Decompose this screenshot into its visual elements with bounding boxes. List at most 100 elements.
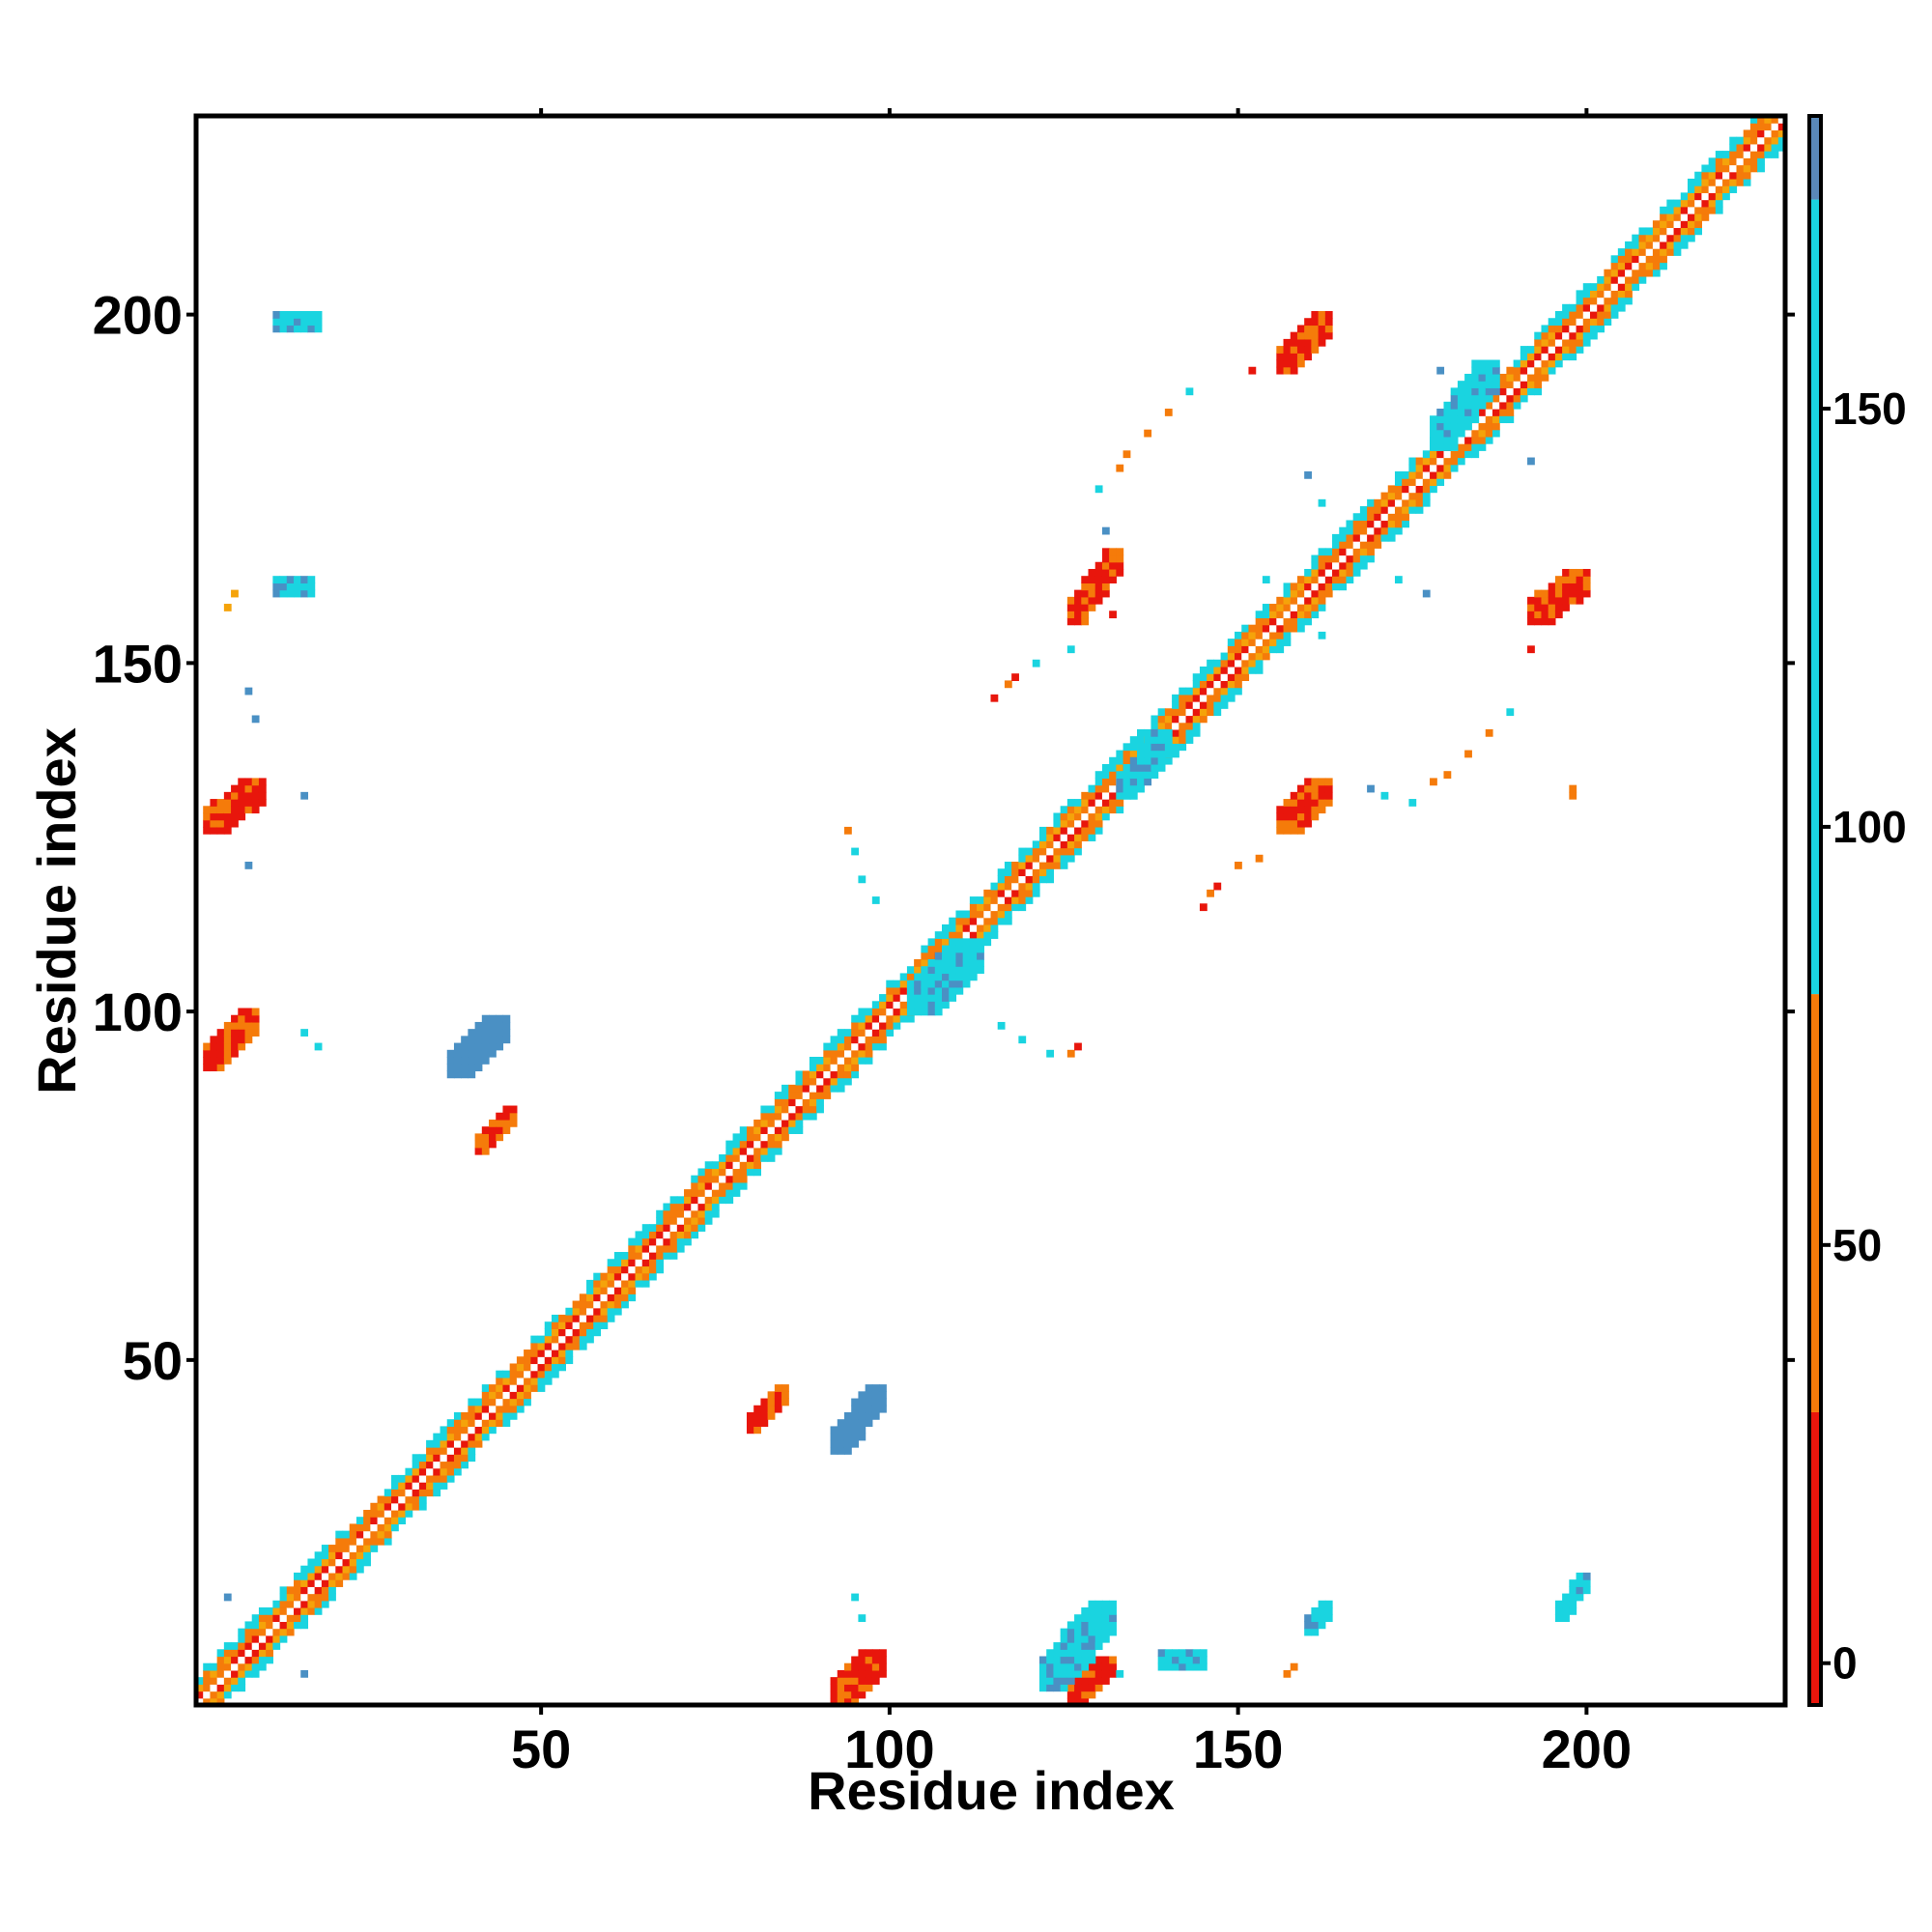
diagonal-band-cell bbox=[314, 1593, 323, 1602]
diagonal-band-cell bbox=[489, 1391, 497, 1400]
contact-cell bbox=[1290, 812, 1298, 821]
contact-cell bbox=[1116, 554, 1124, 563]
diagonal-band-cell bbox=[899, 1008, 908, 1016]
diagonal-cell bbox=[1415, 478, 1424, 486]
contact-cell bbox=[286, 576, 295, 583]
contact-cell bbox=[851, 1439, 860, 1448]
diagonal-band-cell bbox=[1199, 687, 1208, 696]
contact-cell bbox=[879, 1649, 887, 1658]
diagonal-band-cell bbox=[461, 1411, 469, 1420]
diagonal-band-cell bbox=[691, 1196, 699, 1205]
diagonal-band-cell bbox=[767, 1105, 776, 1114]
diagonal-cell bbox=[1094, 799, 1103, 807]
contact-cell bbox=[969, 952, 978, 960]
diagonal-band-cell bbox=[544, 1335, 553, 1344]
contact-cell bbox=[1450, 422, 1459, 431]
diagonal-band-cell bbox=[398, 1502, 407, 1511]
diagonal-band-cell bbox=[1597, 325, 1605, 333]
diagonal-band-cell bbox=[663, 1244, 671, 1253]
contact-cell bbox=[962, 973, 971, 981]
contact-cell bbox=[231, 806, 239, 814]
contact-cell bbox=[210, 812, 218, 821]
diagonal-band-cell bbox=[1513, 359, 1521, 368]
diagonal-band-cell bbox=[1116, 756, 1124, 765]
contact-cell bbox=[1151, 743, 1159, 752]
contact-cell bbox=[251, 784, 260, 793]
contact-cell bbox=[774, 1398, 782, 1406]
contact-point bbox=[1283, 1669, 1292, 1678]
diagonal-cell bbox=[739, 1154, 748, 1162]
contact-cell bbox=[1179, 1662, 1187, 1671]
contact-cell bbox=[1101, 1677, 1110, 1685]
diagonal-cell bbox=[1722, 171, 1730, 180]
contact-cell bbox=[753, 1426, 761, 1435]
diagonal-cell bbox=[1430, 464, 1437, 472]
diagonal-band-cell bbox=[969, 903, 978, 912]
diagonal-band-cell bbox=[551, 1335, 559, 1344]
diagonal-cell bbox=[481, 1411, 490, 1420]
contact-cell bbox=[489, 1036, 497, 1044]
diagonal-cell bbox=[216, 1677, 225, 1685]
diagonal-cell bbox=[1352, 541, 1361, 549]
contact-cell bbox=[1311, 812, 1320, 821]
diagonal-band-cell bbox=[321, 1551, 329, 1560]
contact-cell bbox=[843, 1447, 852, 1455]
diagonal-cell bbox=[648, 1244, 657, 1253]
diagonal-band-cell bbox=[481, 1433, 490, 1441]
contact-point bbox=[1527, 645, 1535, 654]
diagonal-band-cell bbox=[1324, 589, 1333, 598]
contact-cell bbox=[949, 994, 957, 1002]
diagonal-band-cell bbox=[1185, 694, 1194, 702]
diagonal-band-cell bbox=[732, 1147, 741, 1155]
diagonal-band-cell bbox=[871, 1001, 880, 1009]
contact-cell bbox=[496, 1126, 504, 1134]
contact-cell bbox=[238, 791, 246, 800]
diagonal-band-cell bbox=[294, 1572, 301, 1580]
diagonal-cell bbox=[405, 1489, 413, 1497]
contact-cell bbox=[1066, 1690, 1075, 1699]
diagonal-band-cell bbox=[1039, 826, 1047, 835]
diagonal-band-cell bbox=[238, 1669, 246, 1678]
diagonal-band-cell bbox=[300, 1572, 309, 1580]
contact-cell bbox=[1199, 1649, 1208, 1658]
contact-cell bbox=[509, 1105, 518, 1114]
diagonal-band-cell bbox=[990, 889, 999, 897]
diagonal-band-cell bbox=[1478, 443, 1487, 451]
diagonal-cell bbox=[453, 1439, 462, 1448]
diagonal-band-cell bbox=[530, 1335, 539, 1344]
diagonal-band-cell bbox=[1478, 429, 1487, 438]
contact-cell bbox=[1172, 1656, 1179, 1664]
diagonal-cell bbox=[704, 1189, 713, 1197]
diagonal-band-cell bbox=[307, 1579, 316, 1587]
diagonal-band-cell bbox=[1235, 631, 1242, 639]
diagonal-band-cell bbox=[1576, 325, 1584, 333]
diagonal-band-cell bbox=[446, 1467, 455, 1476]
contact-cell bbox=[1283, 338, 1292, 347]
contact-cell bbox=[1185, 1662, 1194, 1671]
diagonal-band-cell bbox=[816, 1070, 824, 1079]
diagonal-band-cell bbox=[1025, 896, 1034, 904]
contact-cell bbox=[300, 576, 309, 583]
diagonal-band-cell bbox=[558, 1321, 566, 1329]
diagonal-band-cell bbox=[286, 1621, 295, 1630]
diagonal-band-cell bbox=[676, 1237, 685, 1246]
diagonal-band-cell bbox=[600, 1314, 609, 1322]
diagonal-band-cell bbox=[244, 1642, 253, 1650]
diagonal-band-cell bbox=[1101, 799, 1110, 807]
diagonal-cell bbox=[502, 1391, 511, 1400]
diagonal-band-cell bbox=[551, 1356, 559, 1365]
diagonal-band-cell bbox=[691, 1216, 699, 1225]
contact-cell bbox=[258, 784, 267, 793]
diagonal-band-cell bbox=[586, 1335, 594, 1344]
diagonal-cell bbox=[676, 1216, 685, 1225]
contact-cell bbox=[843, 1439, 852, 1448]
diagonal-cell bbox=[1660, 234, 1667, 242]
diagonal-band-cell bbox=[1276, 624, 1285, 633]
diagonal-band-cell bbox=[1576, 346, 1584, 354]
diagonal-band-cell bbox=[412, 1495, 420, 1504]
diagonal-band-cell bbox=[279, 1634, 288, 1643]
diagonal-band-cell bbox=[558, 1328, 566, 1337]
diagonal-band-cell bbox=[1241, 645, 1250, 654]
diagonal-band-cell bbox=[1749, 123, 1758, 131]
diagonal-band-cell bbox=[1562, 353, 1570, 361]
